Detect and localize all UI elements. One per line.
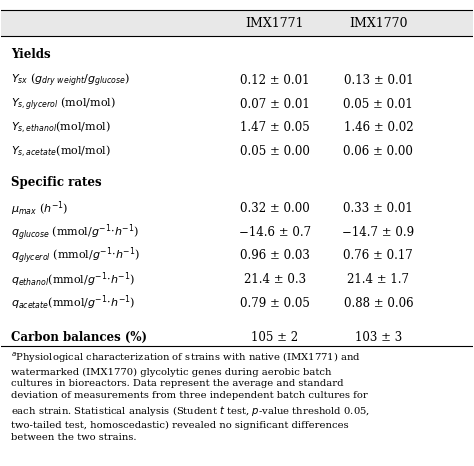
Text: $Y_{s,glycerol}$ (mol/mol): $Y_{s,glycerol}$ (mol/mol) — [11, 96, 116, 113]
Text: $Y_{sx}$ ($g_{dry\ weight}/g_{glucose}$): $Y_{sx}$ ($g_{dry\ weight}/g_{glucose}$) — [11, 72, 130, 89]
Text: Specific rates: Specific rates — [11, 176, 101, 189]
Text: 0.05 ± 0.00: 0.05 ± 0.00 — [240, 145, 310, 158]
Text: 0.32 ± 0.00: 0.32 ± 0.00 — [240, 202, 310, 215]
Text: 0.88 ± 0.06: 0.88 ± 0.06 — [344, 297, 413, 309]
Text: 1.46 ± 0.02: 1.46 ± 0.02 — [344, 121, 413, 134]
Text: −14.6 ± 0.7: −14.6 ± 0.7 — [238, 226, 311, 239]
Text: $q_{glucose}$ (mmol/$g^{-1}$·$h^{-1}$): $q_{glucose}$ (mmol/$g^{-1}$·$h^{-1}$) — [11, 221, 139, 243]
Text: 0.06 ± 0.00: 0.06 ± 0.00 — [344, 145, 413, 158]
Text: 21.4 ± 1.7: 21.4 ± 1.7 — [347, 273, 410, 286]
Bar — [1, 11, 473, 35]
Text: $q_{glycerol}$ (mmol/$g^{-1}$·$h^{-1}$): $q_{glycerol}$ (mmol/$g^{-1}$·$h^{-1}$) — [11, 245, 140, 266]
Text: IMX1771: IMX1771 — [246, 16, 304, 29]
Text: 0.12 ± 0.01: 0.12 ± 0.01 — [240, 74, 310, 87]
Text: Yields: Yields — [11, 48, 50, 61]
Text: 103 ± 3: 103 ± 3 — [355, 331, 402, 344]
Text: 0.07 ± 0.01: 0.07 ± 0.01 — [240, 98, 310, 111]
Text: $Y_{s,acetate}$(mol/mol): $Y_{s,acetate}$(mol/mol) — [11, 144, 111, 160]
Text: 1.47 ± 0.05: 1.47 ± 0.05 — [240, 121, 310, 134]
Text: −14.7 ± 0.9: −14.7 ± 0.9 — [342, 226, 414, 239]
Text: $\mu_{max}$ ($h^{-1}$): $\mu_{max}$ ($h^{-1}$) — [11, 199, 68, 218]
Text: 0.05 ± 0.01: 0.05 ± 0.01 — [344, 98, 413, 111]
Text: 0.33 ± 0.01: 0.33 ± 0.01 — [344, 202, 413, 215]
Text: IMX1770: IMX1770 — [349, 16, 408, 29]
Text: 0.76 ± 0.17: 0.76 ± 0.17 — [344, 249, 413, 262]
Text: $q_{ethanol}$(mmol/$g^{-1}$·$h^{-1}$): $q_{ethanol}$(mmol/$g^{-1}$·$h^{-1}$) — [11, 270, 135, 289]
Text: 105 ± 2: 105 ± 2 — [251, 331, 298, 344]
Text: 0.96 ± 0.03: 0.96 ± 0.03 — [240, 249, 310, 262]
Text: $q_{acetate}$(mmol/$g^{-1}$·$h^{-1}$): $q_{acetate}$(mmol/$g^{-1}$·$h^{-1}$) — [11, 294, 135, 312]
Text: $Y_{s,ethanol}$(mol/mol): $Y_{s,ethanol}$(mol/mol) — [11, 120, 110, 136]
Text: 0.13 ± 0.01: 0.13 ± 0.01 — [344, 74, 413, 87]
Text: Carbon balances (%): Carbon balances (%) — [11, 331, 147, 344]
Text: 0.79 ± 0.05: 0.79 ± 0.05 — [240, 297, 310, 309]
Text: $^{a}$Physiological characterization of strains with native (IMX1771) and
waterm: $^{a}$Physiological characterization of … — [11, 350, 370, 442]
Text: 21.4 ± 0.3: 21.4 ± 0.3 — [244, 273, 306, 286]
